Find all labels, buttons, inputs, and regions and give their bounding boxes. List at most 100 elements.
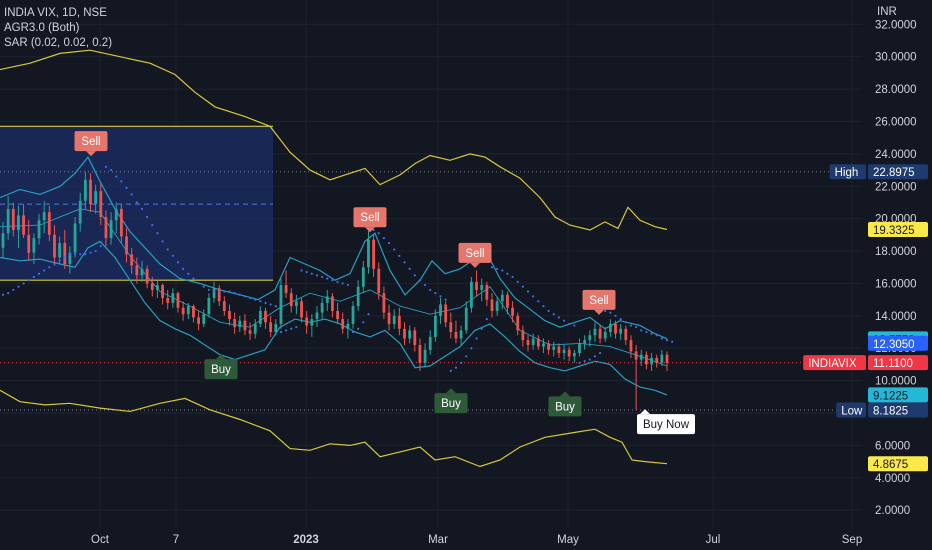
candle-body: [63, 242, 67, 264]
candle-body: [392, 315, 396, 324]
sar-dot: [279, 330, 283, 334]
sar-dot: [176, 261, 180, 264]
time-tick-label: Oct: [91, 534, 110, 546]
sar-dot: [645, 330, 648, 334]
sar-dot: [454, 366, 458, 369]
price-tag-value: 22.8975: [873, 167, 915, 179]
signal-sell-badge[interactable]: [458, 242, 492, 263]
sar-dot: [99, 245, 102, 248]
candle-body: [655, 357, 659, 363]
candle-body: [315, 312, 319, 320]
signal-label[interactable]: Sell: [465, 248, 484, 260]
sar-dot: [32, 275, 35, 279]
sar-dot: [619, 317, 622, 321]
candle-body: [428, 336, 432, 350]
sar-dot: [387, 241, 391, 245]
sar-dot: [233, 292, 236, 295]
signal-sell-badge[interactable]: [353, 207, 387, 228]
signal-label[interactable]: Buy: [211, 364, 231, 376]
candle-body: [166, 298, 170, 303]
sar-dot: [660, 337, 663, 340]
sar-dot: [423, 283, 427, 287]
sar-dot: [547, 309, 550, 313]
candle-body: [289, 293, 293, 307]
candle-body: [408, 330, 412, 339]
candle-body: [665, 354, 669, 363]
indicator-agr-label[interactable]: AGR3.0 (Both): [4, 22, 80, 34]
candle-body: [490, 299, 494, 311]
sar-dot: [671, 340, 674, 343]
sar-dot: [326, 277, 329, 280]
price-tick-label: 2.0000: [875, 505, 910, 517]
price-tag-value: 12.3050: [873, 339, 915, 351]
sar-dot: [573, 324, 576, 327]
sar-dot: [413, 274, 416, 277]
candle-body: [78, 200, 82, 224]
sar-dot: [84, 253, 87, 256]
candle-body: [58, 242, 62, 258]
candle-body: [500, 294, 504, 302]
candle-body: [228, 310, 231, 320]
candle-body: [526, 340, 530, 345]
candle-body: [583, 340, 587, 344]
signal-buy-badge[interactable]: [204, 359, 238, 380]
candle-body: [83, 179, 87, 201]
sar-dot: [593, 355, 597, 358]
signal-label[interactable]: Sell: [360, 212, 379, 224]
signal-label[interactable]: Sell: [589, 295, 608, 307]
sar-dot: [480, 327, 483, 330]
signal-label[interactable]: Buy: [555, 401, 575, 413]
price-tag-name: INDIAVIX: [808, 358, 857, 370]
currency-label: INR: [877, 6, 897, 18]
sar-dot: [305, 270, 308, 274]
sar-dot: [532, 295, 535, 298]
signal-pointer: [640, 409, 650, 415]
signal-label[interactable]: Buy Now: [643, 419, 690, 431]
sar-dot: [207, 288, 210, 292]
sar-dot: [269, 303, 272, 306]
signal-sell-badge[interactable]: [74, 131, 108, 152]
signal-sell-badge[interactable]: [582, 289, 616, 310]
sar-dot: [79, 253, 82, 256]
candle-body: [511, 307, 514, 316]
signal-buy-badge[interactable]: [434, 393, 468, 414]
sar-dot: [485, 317, 488, 321]
candle-body: [660, 354, 664, 363]
signal-now-badge[interactable]: [637, 414, 695, 435]
signal-buy-badge[interactable]: [548, 396, 582, 417]
sar-dot: [264, 301, 267, 304]
sar-dot: [166, 248, 169, 251]
sar-dot: [274, 305, 277, 308]
sar-dot: [542, 305, 545, 308]
candle-body: [645, 354, 648, 365]
candle-body: [22, 215, 25, 235]
candle-body: [608, 323, 612, 333]
sar-dot: [238, 293, 241, 296]
time-tick-label: Mar: [428, 534, 448, 546]
sar-dot: [362, 321, 365, 324]
price-tag-blue: [868, 335, 928, 351]
candle-body: [320, 302, 324, 313]
signal-label[interactable]: Buy: [441, 398, 461, 410]
signal-label[interactable]: Sell: [81, 136, 100, 148]
candle-body: [397, 315, 401, 329]
candle-body: [531, 338, 535, 345]
envelope-lower-line: [0, 389, 668, 468]
candle-body: [567, 349, 571, 357]
sar-dot: [588, 358, 591, 361]
candle-body: [130, 254, 134, 266]
price-tick-label: 10.0000: [875, 376, 917, 388]
candle-body: [516, 315, 520, 331]
sar-dot: [665, 339, 669, 342]
candle-body: [269, 322, 273, 333]
symbol-title[interactable]: INDIA VIX, 1D, NSE: [4, 7, 107, 19]
candle-body: [171, 293, 175, 303]
indicator-sar-label[interactable]: SAR (0.02, 0.02, 0.2): [4, 37, 113, 49]
sar-dot: [614, 314, 617, 317]
sar-dot: [629, 324, 633, 327]
candle-body: [454, 332, 458, 339]
band-lower-line: [0, 240, 668, 396]
sar-dot: [403, 261, 406, 264]
candle-body: [11, 208, 15, 230]
